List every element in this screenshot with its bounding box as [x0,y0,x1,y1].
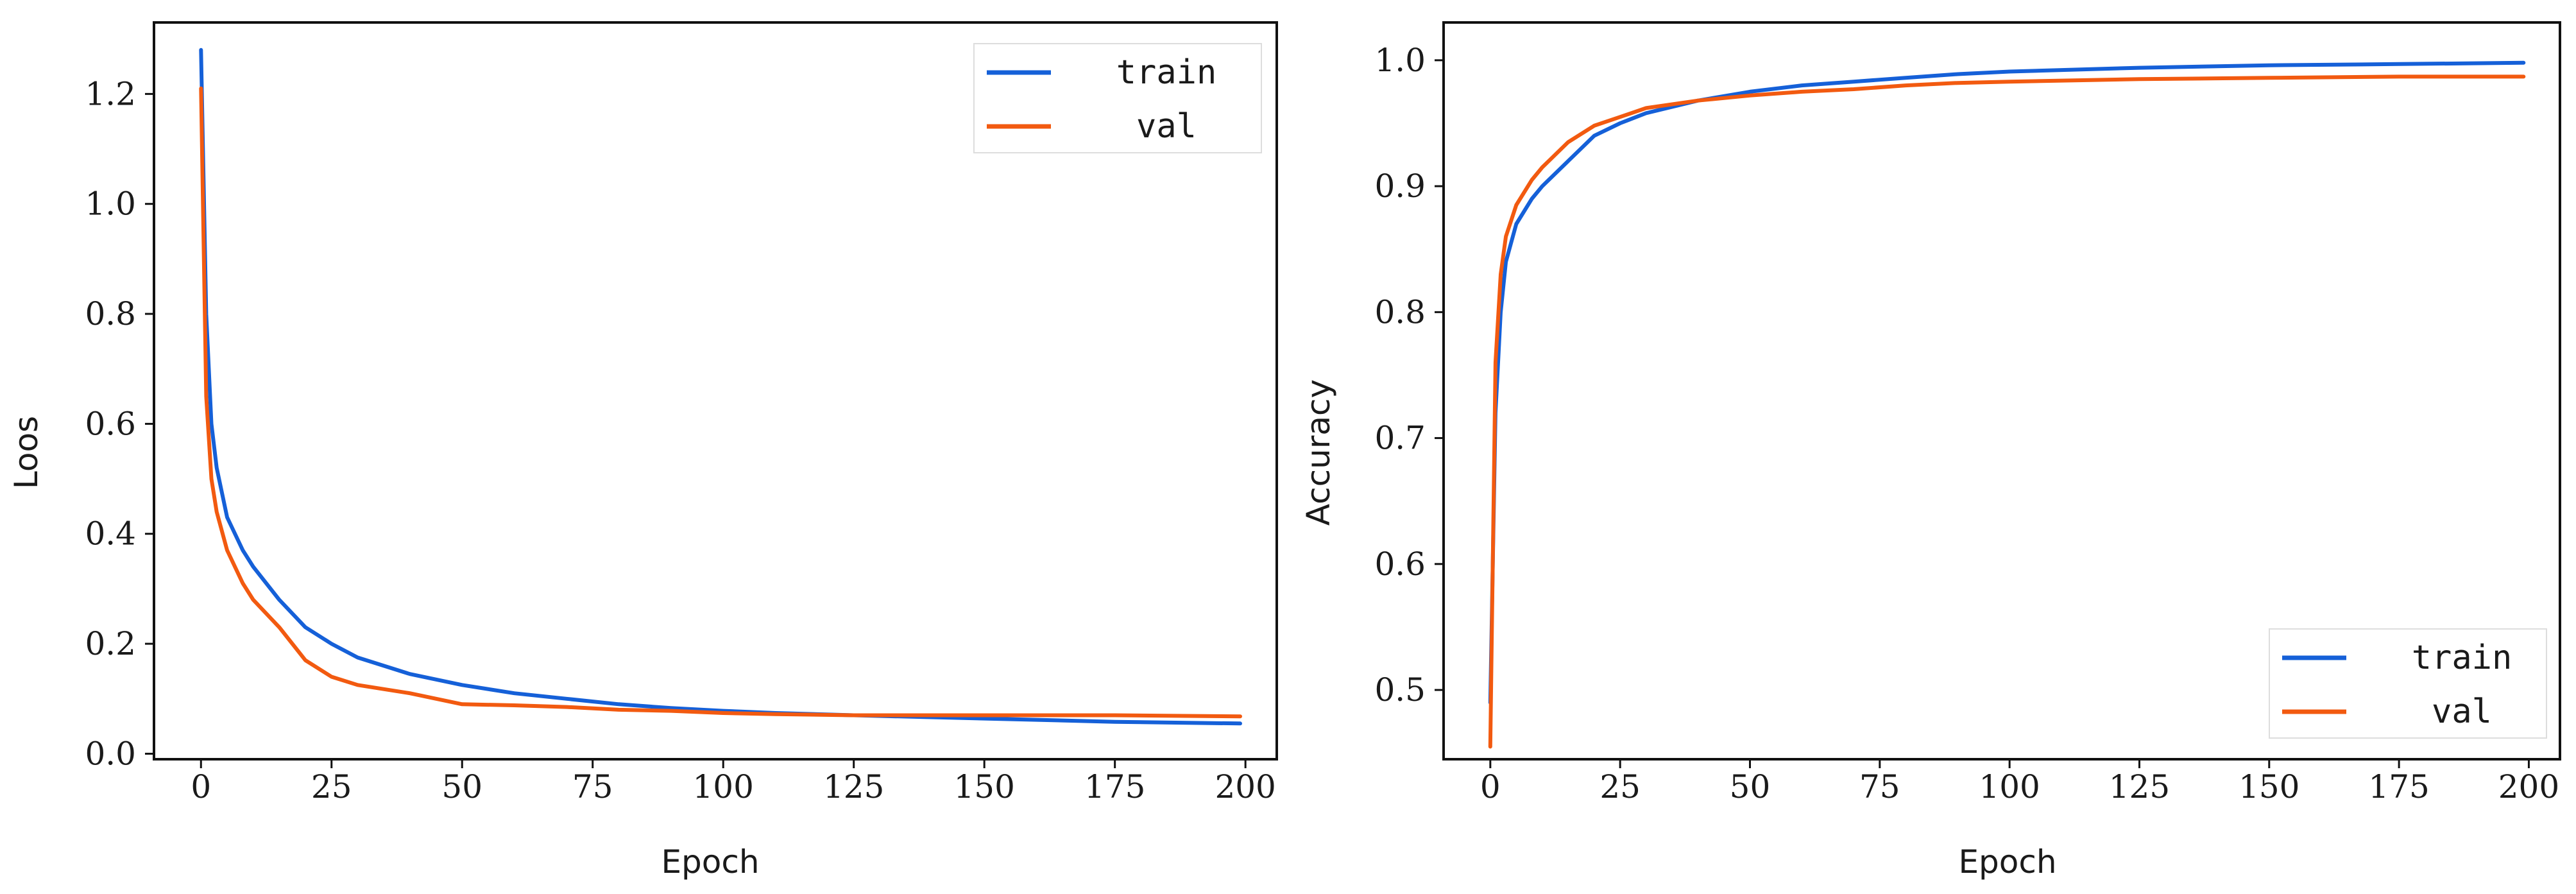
accuracy-x-tick-label: 75 [1859,768,1900,805]
accuracy-y-tick-label: 0.9 [1374,168,1426,205]
accuracy-y-tick-label: 0.8 [1374,293,1426,331]
loss-y-axis-label: Loos [8,416,45,489]
accuracy-plot-frame [1442,21,2561,761]
accuracy-x-axis-label: Epoch [1958,843,2056,881]
loss-y-tick-label: 0.2 [85,625,136,662]
accuracy-x-tick-label: 125 [2109,768,2170,805]
accuracy-legend-label-val: val [2432,692,2492,731]
loss-chart: Loos Epoch 0 25 50 75 100 125 150 175 200 0.0 0.2 0… [8,21,1278,881]
accuracy-legend-box [2269,628,2547,739]
loss-x-tick-label: 0 [191,768,211,805]
accuracy-legend-label-train: train [2412,639,2512,677]
accuracy-y-tick-label: 0.6 [1374,546,1426,583]
loss-x-tick-label: 125 [823,768,884,805]
loss-x-tick-label: 150 [953,768,1014,805]
loss-x-tick-label: 100 [692,768,753,805]
accuracy-x-tick-label: 50 [1730,768,1771,805]
loss-y-tick-label: 0.0 [85,735,136,772]
loss-x-tick-label: 50 [441,768,482,805]
accuracy-chart: Accuracy Epoch 0 25 50 75 100 125 150 175 200 0.5… [1300,21,2561,881]
accuracy-x-tick-label: 175 [2368,768,2429,805]
loss-legend-box [973,43,1262,153]
loss-series-val [199,86,1242,719]
accuracy-x-tick-label: 25 [1599,768,1641,805]
accuracy-y-tick-label: 0.5 [1374,671,1426,709]
loss-x-tick-label: 200 [1215,768,1275,805]
accuracy-x-tick-label: 0 [1480,768,1501,805]
accuracy-series-val [1488,74,2526,749]
loss-y-tick-label: 0.8 [85,295,136,332]
loss-x-tick-label: 175 [1084,768,1145,805]
accuracy-y-axis-label: Accuracy [1300,379,1337,526]
loss-x-axis-label: Epoch [661,843,759,881]
accuracy-series-train [1488,60,2526,705]
loss-y-tick-label: 1.0 [85,185,136,223]
loss-y-tick-label: 0.4 [85,515,136,553]
accuracy-y-tick-label: 0.7 [1374,420,1426,457]
loss-legend-label-val: val [1136,107,1197,146]
loss-x-tick-label: 25 [311,768,352,805]
loss-legend-label-train: train [1116,53,1217,92]
accuracy-y-tick-label: 1.0 [1374,42,1426,79]
loss-y-tick-label: 0.6 [85,405,136,442]
loss-plot-frame [153,21,1278,761]
loss-y-tick-label: 1.2 [85,75,136,112]
accuracy-x-tick-label: 100 [1979,768,2040,805]
loss-x-tick-label: 75 [572,768,613,805]
accuracy-x-tick-label: 200 [2498,768,2559,805]
accuracy-x-tick-label: 150 [2239,768,2299,805]
